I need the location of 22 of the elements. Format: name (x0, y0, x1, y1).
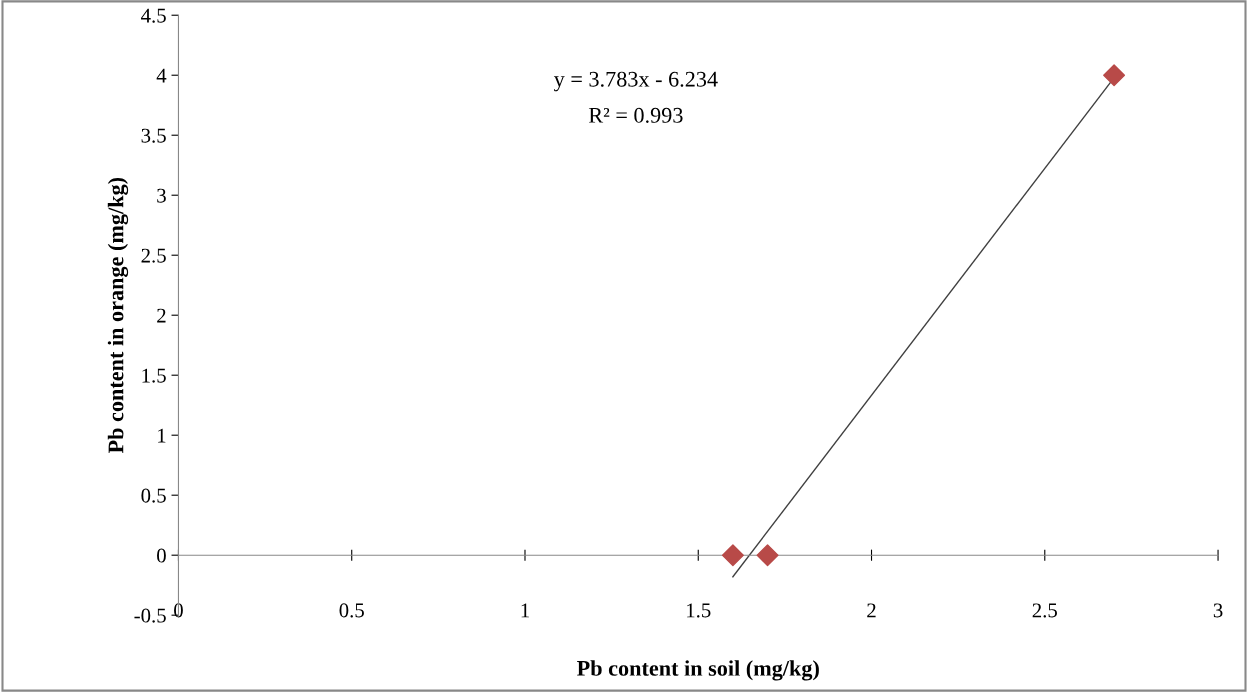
x-tick-label: 3 (1213, 603, 1223, 618)
x-tick-label: 0 (174, 603, 183, 618)
x-tick-label: 0.5 (339, 603, 364, 618)
y-tick-label: 4 (156, 68, 167, 83)
x-tick-label: 1.5 (687, 603, 711, 618)
y-tick-label: 4.5 (141, 8, 166, 23)
y-tick-label: 0.5 (141, 488, 166, 503)
x-tick-label: 2.5 (1032, 603, 1057, 618)
annotation: R² = 0.993 (588, 107, 683, 123)
y-tick-label: 1 (158, 428, 166, 443)
x-axis-title: Pb content in soil (mg/kg) (577, 660, 819, 681)
y-tick-label: 1.5 (142, 368, 166, 383)
y-tick-label: 3.5 (141, 128, 166, 143)
y-tick-label: 0 (157, 548, 166, 563)
x-tick-label: 2 (867, 603, 876, 618)
y-tick-label: 2.5 (141, 248, 166, 263)
y-axis-title: Pb content in orange (mg/kg) (107, 177, 129, 454)
x-tick-label: 1 (521, 603, 529, 618)
y-tick-label: 2 (157, 308, 166, 323)
y-tick-label: 3 (157, 188, 166, 203)
y-tick-label: -0.5 (134, 608, 166, 623)
annotation: y = 3.783x - 6.234 (553, 71, 718, 92)
